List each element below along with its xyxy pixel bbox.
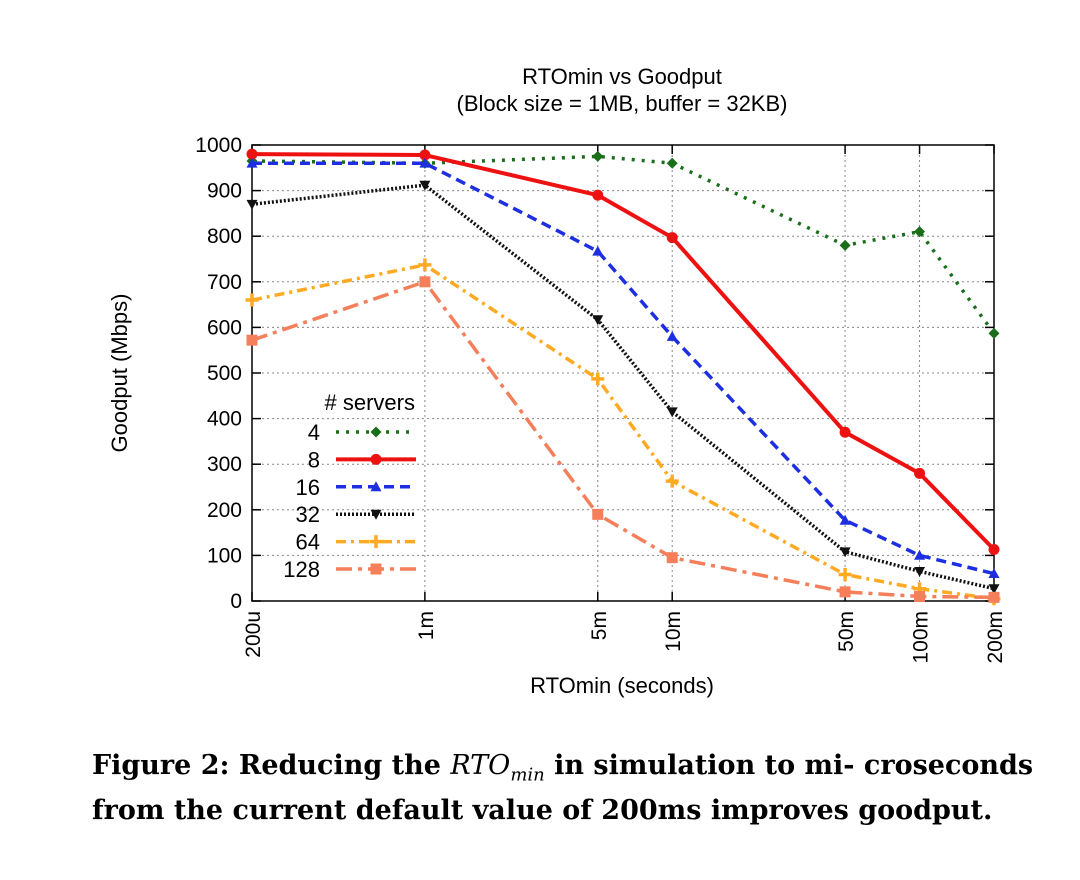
data-point [246, 199, 258, 210]
x-tick-label: 200m [984, 611, 1007, 664]
data-point [418, 258, 432, 272]
data-point [370, 481, 382, 492]
series-64 [245, 258, 1001, 606]
data-point [246, 334, 258, 346]
series-line [251, 154, 996, 335]
legend-label: 16 [296, 475, 320, 500]
series-4 [246, 150, 1000, 339]
y-tick-label: 300 [207, 453, 242, 476]
series-line [251, 183, 995, 591]
x-tick-label: 50m [835, 611, 858, 652]
data-point [370, 563, 382, 575]
data-point [370, 453, 382, 465]
data-point [839, 426, 851, 438]
data-point [666, 331, 678, 341]
data-point [839, 586, 851, 598]
y-tick-label: 200 [207, 499, 242, 522]
data-point [419, 180, 431, 191]
data-point [370, 426, 382, 438]
y-tick-label: 500 [207, 362, 242, 385]
data-point [839, 239, 851, 251]
data-point [592, 189, 604, 201]
data-point [914, 549, 926, 560]
data-point [838, 568, 852, 582]
series-128 [246, 276, 1000, 603]
axis-ticks: 0 100 200 300 400 500 600 700 800 900 1000 200u 1m 5m… [195, 134, 1007, 664]
data-point [592, 508, 604, 520]
legend-label: 4 [308, 420, 320, 445]
caption-prefix: Figure 2: Reducing the [92, 750, 451, 781]
data-point [419, 157, 431, 168]
grid-lines [252, 145, 994, 601]
data-point [914, 566, 926, 577]
y-tick-label: 600 [207, 316, 242, 339]
x-axis-label: RTOmin (seconds) [530, 673, 714, 698]
data-point [988, 591, 1000, 603]
data-point [591, 372, 605, 386]
legend-label: 32 [296, 502, 320, 527]
data-point [592, 245, 604, 256]
data-point [914, 467, 926, 479]
y-tick-label: 900 [207, 180, 242, 203]
x-tick-label: 1m [415, 611, 438, 640]
x-tick-label: 100m [910, 611, 933, 664]
data-point [839, 514, 851, 525]
x-tick-label: 200u [242, 611, 265, 658]
y-tick-label: 400 [207, 408, 242, 431]
data-point [666, 552, 678, 564]
series-line [252, 161, 995, 576]
data-point [592, 150, 604, 162]
plot-frame [251, 144, 995, 602]
data-point [370, 509, 382, 520]
data-point [592, 315, 604, 326]
y-tick-label: 700 [207, 271, 242, 294]
data-point [988, 543, 1000, 555]
series-line [251, 263, 995, 601]
x-tick-label: 5m [588, 611, 611, 640]
x-tick-label: 10m [662, 611, 685, 652]
data-point [988, 584, 1000, 595]
series-line [251, 280, 995, 600]
data-point [666, 407, 678, 418]
data-point [839, 547, 851, 558]
y-tick-label: 100 [207, 544, 242, 567]
caption-math: RTO [450, 750, 511, 781]
data-point [666, 157, 678, 169]
series-16 [246, 157, 1000, 579]
data-point [369, 535, 383, 549]
series-layer [245, 148, 1001, 606]
data-point [245, 293, 259, 307]
data-point [246, 157, 258, 168]
data-point [666, 232, 678, 244]
legend-label: 8 [308, 447, 320, 472]
data-point [914, 590, 926, 602]
data-point [419, 276, 431, 288]
legend-label: 128 [283, 557, 320, 582]
y-tick-label: 1000 [195, 134, 242, 157]
caption-suffix: in simulation to mi- croseconds from the… [92, 750, 1034, 827]
data-point [914, 226, 926, 238]
figure-caption: Figure 2: Reducing the RTOmin in simulat… [92, 748, 1052, 829]
data-point [419, 149, 431, 161]
series-8 [246, 148, 1000, 555]
y-tick-label: 800 [207, 225, 242, 248]
y-axis-label: Goodput (Mbps) [107, 294, 132, 453]
data-point [246, 148, 258, 160]
chart-subtitle: (Block size = 1MB, buffer = 32KB) [457, 91, 788, 116]
series-32 [246, 180, 1000, 595]
data-point [665, 474, 679, 488]
data-point [988, 327, 1000, 339]
legend-label: 64 [296, 530, 320, 555]
y-tick-label: 0 [230, 590, 242, 613]
legend-title: # servers [325, 390, 415, 415]
chart-title: RTOmin vs Goodput [522, 64, 722, 89]
caption-math-sub: min [510, 764, 545, 786]
goodput-chart: RTOmin vs Goodput (Block size = 1MB, buf… [107, 64, 1007, 698]
data-point [988, 568, 1000, 579]
